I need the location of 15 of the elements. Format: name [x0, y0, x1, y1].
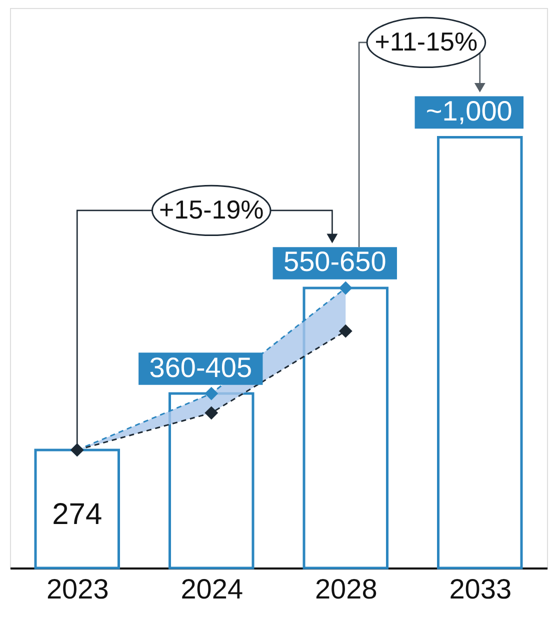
text: +11-15% [374, 26, 478, 56]
x-tick-label: 2028 [314, 574, 378, 604]
x-tick-label: 2024 [180, 574, 244, 604]
point [204, 386, 218, 400]
point [338, 281, 352, 295]
data-label: 550-650 [284, 246, 386, 278]
data-label: 360-405 [149, 352, 252, 383]
point [338, 324, 352, 338]
point [204, 406, 218, 420]
data-label: 274 [52, 498, 102, 531]
annotation: +15-19% [158, 194, 264, 224]
bar [437, 136, 523, 570]
data-label: ~1,000 [426, 95, 512, 126]
x-tick-label: 2023 [46, 574, 109, 604]
x-tick-label: 2033 [449, 574, 512, 604]
